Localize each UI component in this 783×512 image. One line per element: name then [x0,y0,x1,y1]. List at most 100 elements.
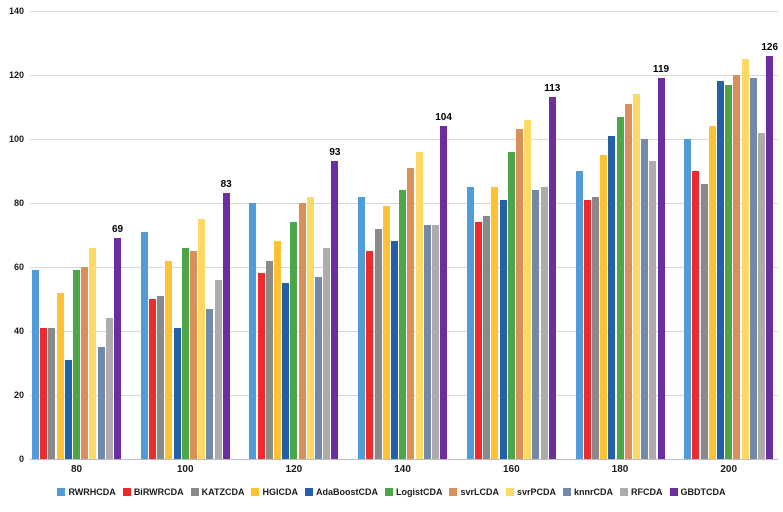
value-label-200: 126 [761,41,779,53]
value-label-120: 93 [329,147,341,159]
bar-RFCDA-100 [214,279,222,459]
y-tick-label-0: 0 [18,454,24,464]
bar-LogistCDA-180 [616,116,624,459]
bar-svrLCDA-140 [407,167,415,459]
legend-item-RWRHCDA: RWRHCDA [57,487,116,497]
bar-knnrCDA-200 [749,78,757,459]
bar-svrLCDA-100 [189,251,197,459]
legend-swatch-GBDTCDA [669,488,678,496]
bar-AdaBoostCDA-200 [717,81,724,459]
bar-svrLCDA-200 [733,75,741,459]
bar-svrPCDA-140 [415,151,423,459]
gridline-100 [30,139,778,140]
value-label-80: 69 [111,224,124,236]
bar-GBDTCDA-200 [766,55,774,459]
legend-item-knnrCDA: knnrCDA [563,487,613,497]
bar-knnrCDA-100 [206,308,214,459]
bar-svrPCDA-80 [89,247,97,459]
bar-RWRHCDA-200 [684,139,692,459]
bar-RWRHCDA-160 [466,187,474,459]
bar-AdaBoostCDA-160 [499,199,507,459]
bar-LogistCDA-160 [507,151,515,459]
y-tick-label-20: 20 [13,390,24,400]
legend-label-svrPCDA: svrPCDA [517,487,557,497]
bar-KATZCDA-100 [157,295,165,459]
bar-knnrCDA-80 [97,347,105,459]
gridline-120 [30,75,778,76]
bar-GBDTCDA-80 [114,238,121,459]
y-tick-label-60: 60 [13,262,24,272]
legend-swatch-RWRHCDA [57,488,66,496]
legend-swatch-HGICDA [251,488,260,496]
legend-swatch-LogistCDA [384,488,393,496]
legend-label-KATZCDA: KATZCDA [201,487,245,497]
bar-HGICDA-140 [382,206,390,459]
bar-RFCDA-140 [431,225,439,459]
legend-item-RFCDA: RFCDA [620,487,663,497]
y-tick-label-100: 100 [8,134,24,144]
bar-BiRWRCDA-140 [366,251,374,459]
bar-KATZCDA-140 [374,228,382,459]
legend-swatch-KATZCDA [190,488,199,496]
bar-AdaBoostCDA-80 [64,359,72,459]
x-tick-label-160: 160 [502,464,520,475]
bar-svrLCDA-80 [81,267,89,459]
y-tick-label-140: 140 [8,6,24,16]
legend-label-BiRWRCDA: BiRWRCDA [133,487,184,497]
bar-svrLCDA-160 [516,129,523,459]
bar-RFCDA-180 [649,161,657,459]
bar-KATZCDA-160 [483,215,491,459]
y-tick-label-120: 120 [8,70,24,80]
bar-BiRWRCDA-120 [257,273,265,459]
bar-BiRWRCDA-160 [475,222,482,459]
y-tick-label-40: 40 [13,326,24,336]
x-tick-label-80: 80 [70,464,83,475]
bar-RWRHCDA-80 [32,270,39,459]
value-label-180: 119 [652,64,670,76]
bar-BiRWRCDA-80 [40,327,48,459]
legend-item-HGICDA: HGICDA [251,487,298,497]
bar-knnrCDA-120 [315,276,322,459]
bar-svrLCDA-180 [624,103,632,459]
legend-swatch-knnrCDA [563,488,572,496]
legend-label-LogistCDA: LogistCDA [395,487,443,497]
bar-BiRWRCDA-180 [583,199,591,459]
bar-knnrCDA-180 [641,139,649,459]
bar-GBDTCDA-100 [222,193,230,459]
legend: RWRHCDA BiRWRCDA KATZCDA HGICDA AdaBoostCDA L… [0,485,783,499]
bar-LogistCDA-200 [725,84,733,459]
legend-swatch-svrLCDA [449,488,458,496]
x-tick-label-120: 120 [285,464,303,475]
bar-GBDTCDA-120 [331,161,339,459]
gridline-0 [30,459,778,460]
bar-RFCDA-200 [758,132,765,459]
bar-GBDTCDA-160 [548,97,556,459]
bar-AdaBoostCDA-180 [608,135,616,459]
bar-BiRWRCDA-100 [148,299,156,459]
bar-svrPCDA-100 [198,219,206,459]
x-tick-label-180: 180 [611,464,629,475]
legend-swatch-svrPCDA [506,488,514,496]
x-tick-label-100: 100 [176,464,194,475]
bar-HGICDA-180 [600,155,608,459]
bar-svrPCDA-120 [306,196,314,459]
legend-item-LogistCDA: LogistCDA [384,487,443,497]
bar-RFCDA-80 [105,318,113,459]
x-tick-label-140: 140 [394,464,411,475]
bar-LogistCDA-140 [399,190,407,459]
legend-item-AdaBoostCDA: AdaBoostCDA [304,487,378,497]
bar-RFCDA-120 [323,247,331,459]
legend-item-BiRWRCDA: BiRWRCDA [122,487,184,497]
bar-knnrCDA-140 [423,225,431,459]
bar-svrPCDA-160 [524,119,532,459]
legend-swatch-BiRWRCDA [122,488,131,496]
legend-swatch-AdaBoostCDA [304,488,313,496]
legend-label-RWRHCDA: RWRHCDA [68,487,116,497]
legend-label-RFCDA: RFCDA [631,487,663,497]
legend-swatch-RFCDA [620,488,629,496]
bar-knnrCDA-160 [532,190,540,459]
bar-HGICDA-200 [708,126,716,459]
bar-KATZCDA-120 [265,260,273,459]
legend-label-svrLCDA: svrLCDA [460,487,499,497]
value-label-160: 113 [544,83,561,95]
